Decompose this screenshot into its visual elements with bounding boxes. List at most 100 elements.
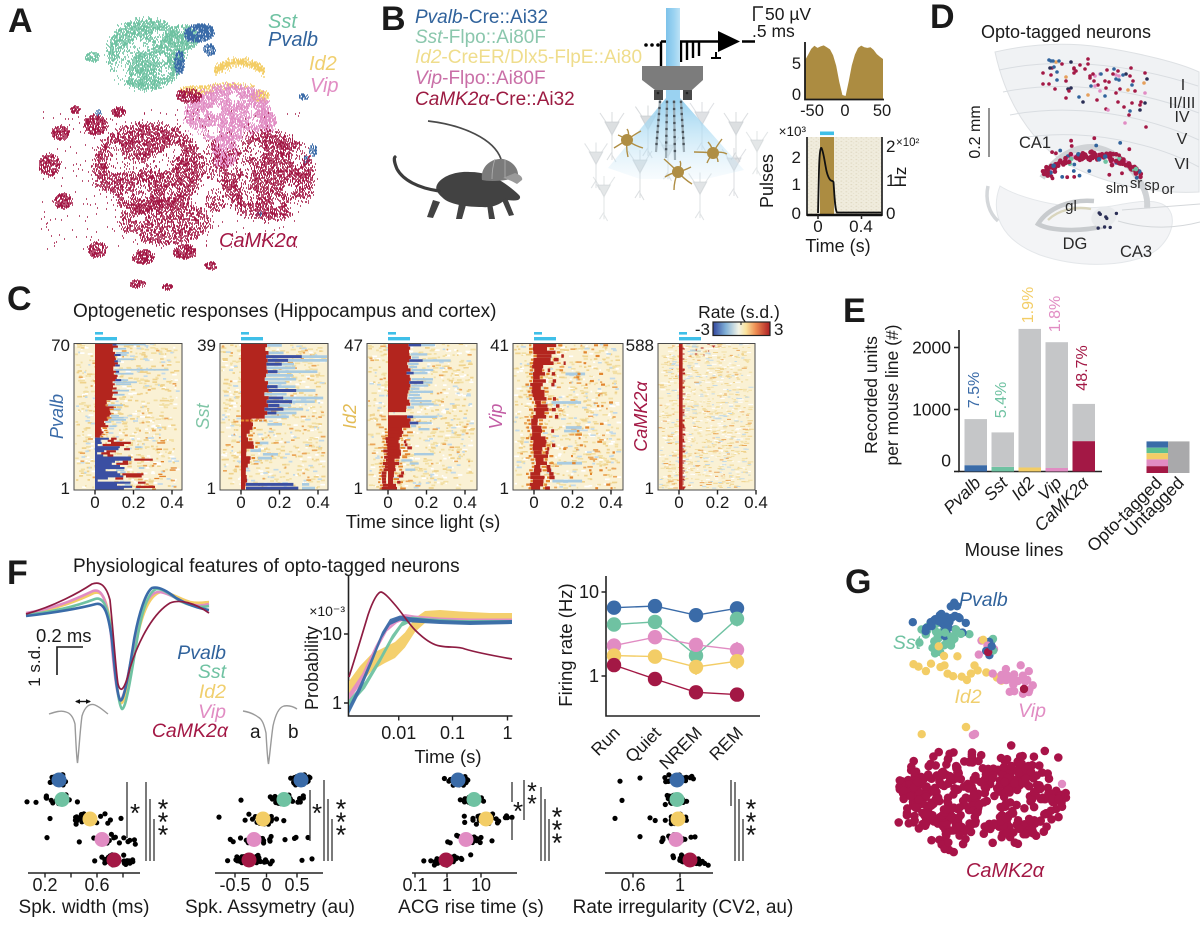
svg-text:0.2: 0.2 [122, 493, 146, 512]
svg-text:*: * [552, 802, 563, 832]
svg-text:Recorded units: Recorded units [861, 336, 881, 454]
svg-text:*: * [527, 791, 537, 819]
svg-text:gl: gl [1065, 198, 1077, 215]
svg-text:Sst: Sst [193, 403, 213, 430]
svg-text:b: b [288, 722, 299, 743]
svg-text:I: I [1181, 77, 1185, 94]
svg-text:Pulses: Pulses [757, 154, 777, 208]
svg-text:*: * [746, 820, 757, 850]
svg-text:CaMK2α: CaMK2α [219, 230, 298, 252]
svg-text:Id2: Id2 [340, 404, 360, 429]
svg-text:48.7%: 48.7% [1074, 345, 1091, 390]
svg-text:0.2: 0.2 [706, 493, 730, 512]
svg-text:Spk. Assymetry (au): Spk. Assymetry (au) [185, 897, 355, 918]
svg-text:10: 10 [322, 624, 342, 644]
svg-text:0: 0 [529, 493, 538, 512]
svg-text:5.4%: 5.4% [993, 382, 1010, 418]
svg-text:1: 1 [207, 479, 216, 498]
svg-text:0: 0 [941, 451, 951, 471]
svg-text:0.01: 0.01 [381, 723, 416, 743]
svg-text:Rate irregularity (CV2, au): Rate irregularity (CV2, au) [573, 897, 794, 918]
svg-text:*: * [130, 798, 140, 828]
svg-text:47: 47 [344, 336, 363, 355]
svg-text:Opto-tagged neurons: Opto-tagged neurons [981, 22, 1151, 42]
svg-text:CaMK2α-Cre::Ai32: CaMK2α-Cre::Ai32 [415, 89, 575, 110]
svg-text:Spk. width (ms): Spk. width (ms) [19, 897, 150, 918]
svg-text:0.1: 0.1 [440, 723, 465, 743]
svg-text:Physiological features of opto: Physiological features of opto-tagged ne… [73, 556, 460, 577]
svg-text:VI: VI [1174, 156, 1189, 173]
svg-text:39: 39 [197, 336, 216, 355]
svg-text:0: 0 [792, 86, 801, 104]
svg-text:1: 1 [502, 723, 512, 743]
svg-text:*: * [158, 794, 169, 824]
svg-text:Sst-Flpo::Ai80F: Sst-Flpo::Ai80F [415, 27, 546, 48]
svg-text:7.5%: 7.5% [966, 372, 983, 408]
svg-text:0: 0 [261, 875, 271, 895]
svg-text:or: or [1162, 182, 1175, 198]
svg-text:*: * [158, 807, 169, 837]
svg-text:0.2: 0.2 [415, 493, 439, 512]
svg-text:per mouse line (#): per mouse line (#) [882, 324, 902, 465]
svg-text:0: 0 [813, 217, 822, 236]
svg-text:-50: -50 [800, 102, 824, 120]
svg-text:1: 1 [645, 479, 654, 498]
svg-text:A: A [8, 2, 33, 40]
svg-text:0.5: 0.5 [284, 875, 309, 895]
svg-text:*: * [746, 794, 757, 824]
svg-text:E: E [843, 292, 866, 330]
svg-text:Hz: Hz [891, 167, 910, 188]
svg-text:1: 1 [792, 175, 801, 194]
svg-text:*: * [336, 820, 347, 850]
svg-text:Pvalb: Pvalb [959, 589, 1008, 611]
svg-text:1: 1 [354, 479, 363, 498]
svg-text:1.8%: 1.8% [1047, 296, 1064, 332]
svg-text:Time (s): Time (s) [414, 746, 481, 767]
svg-text:a: a [250, 722, 261, 743]
svg-text:C: C [7, 280, 32, 318]
svg-text:1: 1 [61, 479, 70, 498]
svg-text:2000: 2000 [912, 338, 951, 358]
svg-text:0.4: 0.4 [306, 493, 330, 512]
svg-text:II/III: II/III [1169, 95, 1196, 112]
svg-text:2: 2 [886, 137, 895, 156]
svg-text:0: 0 [383, 493, 392, 512]
svg-text:41: 41 [490, 336, 509, 355]
svg-text:5: 5 [792, 55, 801, 73]
svg-text:0.2: 0.2 [268, 493, 292, 512]
svg-text:B: B [381, 0, 406, 38]
svg-text:Pvalb: Pvalb [47, 394, 67, 439]
svg-text:Pvalb: Pvalb [177, 642, 226, 664]
svg-text:F: F [7, 554, 28, 592]
svg-text:0.4: 0.4 [160, 493, 184, 512]
svg-text:0.2 mm: 0.2 mm [967, 105, 984, 158]
svg-text:1: 1 [442, 875, 452, 895]
svg-text:*: * [527, 778, 537, 806]
svg-text:0: 0 [236, 493, 245, 512]
svg-text:CaMK2α: CaMK2α [631, 381, 651, 452]
svg-text:0: 0 [886, 204, 895, 223]
svg-text:sr: sr [1130, 176, 1142, 192]
svg-text:×10²: ×10² [896, 137, 920, 149]
svg-text:0: 0 [840, 102, 849, 120]
svg-text:IV: IV [1174, 109, 1189, 126]
svg-text:Mouse lines: Mouse lines [965, 539, 1064, 560]
svg-text:0.2 ms: 0.2 ms [36, 625, 92, 646]
svg-text:*: * [746, 807, 757, 837]
svg-text:0: 0 [90, 493, 99, 512]
svg-text:10: 10 [579, 582, 599, 602]
svg-text:Pvalb-Cre::Ai32: Pvalb-Cre::Ai32 [415, 7, 548, 28]
svg-text:50 µV: 50 µV [765, 4, 811, 24]
svg-text:588: 588 [626, 336, 654, 355]
svg-text:1 s.d.: 1 s.d. [25, 645, 44, 687]
svg-text:G: G [845, 563, 871, 601]
svg-text:0.4: 0.4 [744, 493, 768, 512]
svg-text:*: * [552, 815, 563, 845]
svg-text:70: 70 [51, 336, 70, 355]
svg-text:×10⁻³: ×10⁻³ [309, 603, 345, 619]
svg-text:1: 1 [332, 693, 342, 713]
svg-text:1: 1 [675, 875, 685, 895]
svg-text:0.6: 0.6 [620, 875, 645, 895]
svg-text:Id2: Id2 [309, 53, 337, 75]
svg-text:0.6: 0.6 [84, 875, 109, 895]
